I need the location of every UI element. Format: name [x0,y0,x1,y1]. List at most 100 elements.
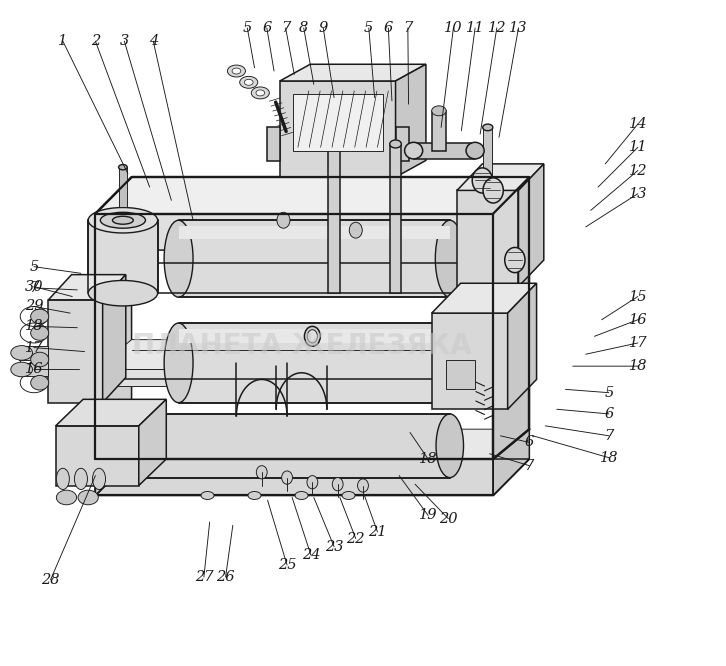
Ellipse shape [304,326,320,346]
Ellipse shape [307,476,318,489]
Text: ПЛАНЕТА ЖЕЛЕЗЯКА: ПЛАНЕТА ЖЕЛЕЗЯКА [131,332,471,360]
Ellipse shape [240,77,258,89]
Ellipse shape [30,376,49,390]
Polygon shape [493,214,529,496]
Ellipse shape [256,466,267,479]
Polygon shape [106,414,450,478]
Polygon shape [280,64,426,81]
Ellipse shape [227,65,245,77]
Text: 5: 5 [364,21,373,35]
Ellipse shape [118,165,127,170]
Polygon shape [280,81,396,177]
Polygon shape [179,226,450,240]
Text: 2: 2 [91,34,100,48]
Polygon shape [56,426,139,486]
Polygon shape [507,283,537,410]
Ellipse shape [113,216,134,224]
Ellipse shape [30,326,49,340]
Ellipse shape [333,478,343,491]
Polygon shape [95,429,529,459]
Text: 12: 12 [629,164,647,178]
Polygon shape [118,167,127,207]
Ellipse shape [232,68,241,74]
Ellipse shape [307,330,317,343]
Text: 15: 15 [629,290,647,304]
Polygon shape [390,144,401,293]
Text: 22: 22 [346,531,365,545]
Text: 5: 5 [604,386,613,400]
Polygon shape [484,127,492,190]
Text: 18: 18 [600,451,618,465]
Polygon shape [139,400,166,486]
Polygon shape [179,329,450,343]
Text: 25: 25 [278,558,296,572]
Text: 20: 20 [439,511,457,525]
Text: 5: 5 [29,260,38,274]
Ellipse shape [75,468,87,490]
Text: 29: 29 [25,300,43,314]
Polygon shape [95,459,529,496]
Text: 7: 7 [403,21,412,35]
Ellipse shape [201,492,214,500]
Polygon shape [102,274,126,403]
Text: 6: 6 [525,436,534,450]
Text: 21: 21 [368,525,387,539]
Ellipse shape [358,479,368,492]
Text: 23: 23 [325,539,343,553]
Polygon shape [396,127,409,161]
Text: 16: 16 [25,362,43,376]
Text: 19: 19 [419,508,437,522]
Ellipse shape [11,346,33,360]
Text: 18: 18 [629,359,647,373]
Polygon shape [95,340,529,370]
Ellipse shape [390,140,401,148]
Ellipse shape [472,168,492,193]
Polygon shape [457,164,544,190]
Ellipse shape [466,143,484,159]
Text: 24: 24 [302,548,320,562]
Ellipse shape [30,309,49,324]
Polygon shape [293,95,383,151]
Polygon shape [328,144,340,293]
Ellipse shape [483,178,503,203]
Polygon shape [267,127,280,161]
Text: 7: 7 [525,459,534,473]
Polygon shape [49,300,102,403]
Polygon shape [88,220,158,293]
Ellipse shape [282,471,293,484]
Text: 3: 3 [120,34,129,48]
Ellipse shape [100,212,145,228]
Polygon shape [518,164,544,286]
Ellipse shape [164,323,193,403]
Polygon shape [95,177,529,214]
Text: 6: 6 [604,407,613,421]
Text: 26: 26 [216,570,234,584]
Ellipse shape [328,140,340,148]
Polygon shape [56,400,166,426]
Ellipse shape [88,208,158,233]
Text: 14: 14 [629,117,647,131]
Polygon shape [20,363,49,376]
Ellipse shape [432,106,446,116]
Text: 11: 11 [466,21,484,35]
Ellipse shape [251,87,269,99]
Ellipse shape [436,323,464,403]
Text: 18: 18 [419,452,437,466]
Polygon shape [49,274,126,300]
Text: 18: 18 [25,320,43,334]
Text: 6: 6 [262,21,272,35]
Text: 7: 7 [281,21,290,35]
Polygon shape [396,64,426,177]
Ellipse shape [505,248,525,272]
Ellipse shape [78,490,98,505]
Text: 30: 30 [25,280,43,294]
Text: 1: 1 [58,34,68,48]
Text: 7: 7 [604,429,613,443]
Text: 7: 7 [29,281,38,295]
Ellipse shape [483,124,493,131]
Text: 4: 4 [149,34,158,48]
Text: 27: 27 [195,570,213,584]
Ellipse shape [436,414,463,478]
Polygon shape [457,190,518,286]
Ellipse shape [88,280,158,306]
